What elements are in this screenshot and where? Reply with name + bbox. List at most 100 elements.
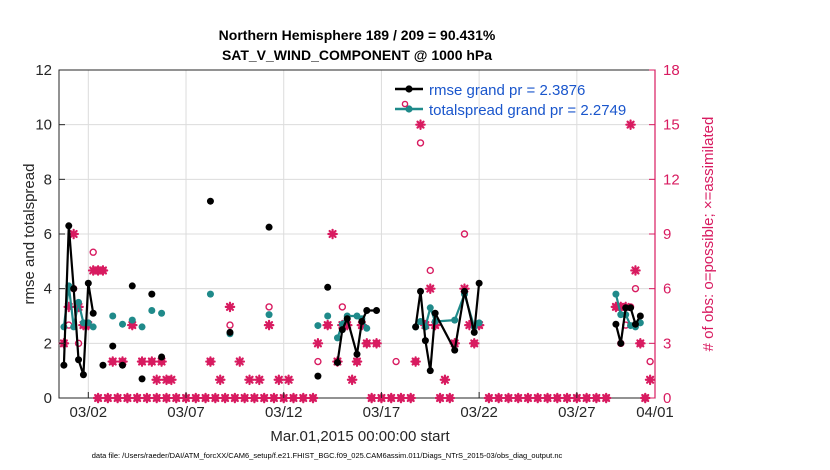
y-left-tick-label: 4 — [44, 281, 52, 298]
y-left-tick-label: 10 — [35, 117, 52, 134]
obs-assimilated-marker — [68, 228, 79, 240]
obs-assimilated-marker — [224, 301, 236, 313]
rmse-point — [358, 317, 366, 325]
obs-zero-assimilated-marker — [112, 392, 123, 404]
rmse-point — [627, 304, 635, 312]
rmse-point — [343, 315, 351, 323]
obs-assimilated-marker — [346, 374, 358, 386]
totalspread-point — [426, 304, 434, 312]
rmse-point — [148, 290, 156, 298]
obs-assimilated-marker — [273, 374, 285, 386]
rmse-point — [363, 307, 371, 315]
obs-assimilated-marker — [234, 356, 246, 367]
obs-zero-assimilated-marker — [444, 392, 456, 404]
totalspread-point — [333, 334, 341, 342]
rmse-point — [226, 328, 234, 336]
obs-zero-assimilated-marker — [493, 392, 504, 404]
obs-zero-assimilated-marker — [170, 392, 182, 404]
totalspread-point — [612, 290, 620, 298]
rmse-point — [421, 337, 429, 345]
x-tick-label: 03/17 — [363, 404, 401, 421]
obs-zero-assimilated-marker — [190, 392, 202, 404]
obs-zero-assimilated-marker — [532, 392, 544, 404]
obs-zero-assimilated-marker — [600, 392, 612, 404]
obs-possible-marker — [646, 357, 654, 366]
rmse-point — [622, 304, 630, 312]
obs-zero-assimilated-marker — [551, 392, 563, 404]
legend-totalspread-label: totalspread grand pr = 2.2749 — [429, 102, 626, 119]
totalspread-point — [206, 290, 214, 298]
obs-zero-assimilated-marker — [141, 392, 153, 404]
rmse-point — [265, 223, 273, 231]
obs-assimilated-marker — [371, 338, 382, 349]
rmse-point — [617, 339, 625, 347]
rmse-point — [426, 367, 434, 375]
rmse-point — [89, 309, 97, 317]
rmse-point — [70, 285, 78, 293]
chart-subtitle: SAT_V_WIND_COMPONENT @ 1000 hPa — [222, 47, 492, 63]
obs-assimilated-marker — [327, 228, 338, 240]
obs-zero-assimilated-marker — [366, 392, 377, 404]
totalspread-point — [148, 307, 156, 315]
x-tick-label: 03/02 — [70, 404, 108, 421]
obs-assimilated-marker — [151, 374, 163, 386]
obs-possible-marker — [416, 139, 425, 147]
y-right-tick-label: 15 — [663, 117, 680, 134]
obs-zero-assimilated-marker — [210, 392, 221, 404]
rmse-point — [475, 279, 483, 287]
y-right-tick-label: 0 — [663, 390, 671, 407]
obs-zero-assimilated-marker — [512, 392, 524, 404]
rmse-point — [158, 353, 166, 361]
obs-assimilated-marker — [415, 119, 426, 130]
rmse-point — [138, 375, 146, 383]
obs-zero-assimilated-marker — [503, 392, 514, 404]
y-left-tick-label: 0 — [44, 390, 52, 407]
obs-possible-marker — [314, 357, 322, 366]
obs-assimilated-marker — [439, 374, 451, 386]
obs-assimilated-marker — [361, 338, 373, 349]
obs-zero-assimilated-marker — [522, 392, 534, 404]
rmse-point — [84, 279, 92, 287]
y-right-tick-label: 12 — [663, 171, 680, 188]
rmse-point — [314, 372, 322, 380]
y-right-tick-label: 6 — [663, 281, 671, 298]
obs-zero-assimilated-marker — [122, 392, 133, 404]
obs-possible-marker — [631, 284, 640, 293]
rmse-point — [431, 309, 439, 317]
totalspread-point — [324, 312, 332, 320]
obs-assimilated-marker — [166, 374, 177, 386]
obs-zero-assimilated-marker — [297, 392, 309, 404]
totalspread-point — [314, 322, 322, 330]
rmse-point — [79, 371, 87, 379]
obs-zero-assimilated-marker — [581, 392, 592, 404]
obs-zero-assimilated-marker — [591, 392, 602, 404]
y-right-tick-label: 18 — [663, 62, 680, 79]
obs-assimilated-marker — [263, 319, 275, 331]
y-left-tick-label: 6 — [44, 226, 52, 243]
obs-possible-marker — [338, 303, 347, 311]
obs-zero-assimilated-marker — [92, 392, 104, 404]
rmse-point — [75, 356, 83, 364]
obs-zero-assimilated-marker — [200, 392, 211, 404]
rmse-point — [451, 346, 459, 354]
totalspread-point — [89, 323, 97, 331]
obs-zero-assimilated-marker — [102, 392, 114, 404]
rmse-point — [631, 320, 639, 328]
y-right-tick-label: 9 — [663, 226, 671, 243]
rmse-point — [417, 287, 425, 295]
rmse-point — [612, 320, 620, 328]
obs-zero-assimilated-marker — [639, 392, 651, 404]
obs-possible-marker — [460, 230, 469, 238]
obs-possible-marker — [226, 321, 234, 329]
rmse-point — [128, 282, 136, 290]
y-left-tick-label: 12 — [35, 62, 52, 79]
obs-zero-assimilated-marker — [542, 392, 553, 404]
obs-assimilated-marker — [126, 319, 138, 331]
x-axis-label: Mar.01,2015 00:00:00 start — [270, 428, 450, 445]
obs-zero-assimilated-marker — [385, 392, 397, 404]
rmse-point — [324, 283, 332, 291]
obs-assimilated-marker — [214, 374, 226, 386]
x-tick-label: 03/12 — [265, 404, 303, 421]
obs-zero-assimilated-marker — [288, 392, 299, 404]
